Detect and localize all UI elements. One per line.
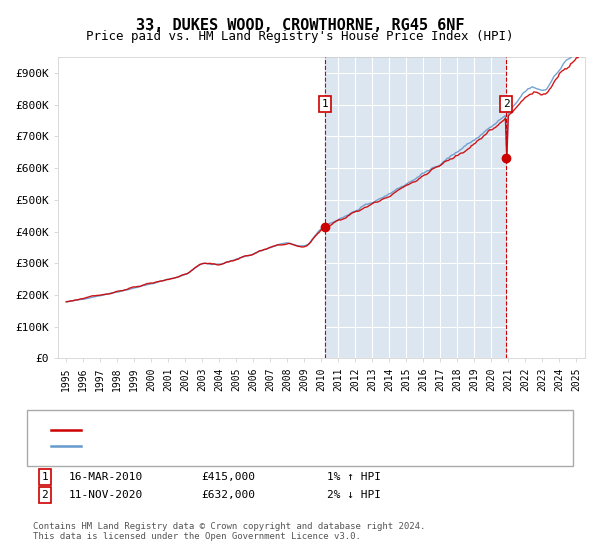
Text: 2% ↓ HPI: 2% ↓ HPI bbox=[327, 490, 381, 500]
Text: Price paid vs. HM Land Registry's House Price Index (HPI): Price paid vs. HM Land Registry's House … bbox=[86, 30, 514, 43]
Text: 1% ↑ HPI: 1% ↑ HPI bbox=[327, 472, 381, 482]
Text: 2: 2 bbox=[503, 99, 509, 109]
Text: 1: 1 bbox=[322, 99, 328, 109]
Text: 33, DUKES WOOD, CROWTHORNE, RG45 6NF: 33, DUKES WOOD, CROWTHORNE, RG45 6NF bbox=[136, 18, 464, 33]
Text: HPI: Average price, detached house, Wokingham: HPI: Average price, detached house, Woki… bbox=[87, 441, 368, 451]
Text: Contains HM Land Registry data © Crown copyright and database right 2024.
This d: Contains HM Land Registry data © Crown c… bbox=[33, 522, 425, 542]
Text: 11-NOV-2020: 11-NOV-2020 bbox=[69, 490, 143, 500]
Text: £415,000: £415,000 bbox=[201, 472, 255, 482]
Text: 16-MAR-2010: 16-MAR-2010 bbox=[69, 472, 143, 482]
Text: £632,000: £632,000 bbox=[201, 490, 255, 500]
Text: 33, DUKES WOOD, CROWTHORNE, RG45 6NF (detached house): 33, DUKES WOOD, CROWTHORNE, RG45 6NF (de… bbox=[87, 425, 418, 435]
Text: 1: 1 bbox=[41, 472, 49, 482]
Text: 2: 2 bbox=[41, 490, 49, 500]
Bar bbox=[325, 57, 506, 358]
